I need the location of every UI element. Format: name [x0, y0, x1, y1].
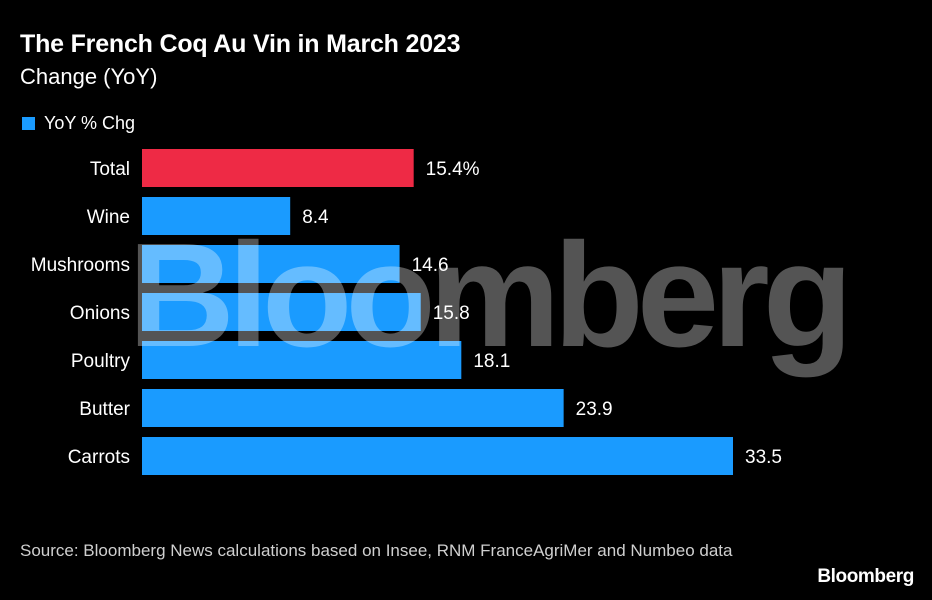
bar-wine	[142, 197, 291, 235]
category-label: Onions	[70, 303, 130, 324]
category-label: Mushrooms	[31, 255, 130, 276]
value-label: 23.9	[576, 399, 613, 420]
source-note: Source: Bloomberg News calculations base…	[20, 541, 733, 560]
bar-total	[142, 149, 414, 187]
value-label: 14.6	[412, 255, 449, 276]
category-label: Butter	[79, 399, 130, 420]
chart-title: The French Coq Au Vin in March 2023	[20, 30, 461, 58]
bar-carrots	[142, 437, 733, 475]
bar-poultry	[142, 341, 462, 379]
legend-swatch	[22, 117, 35, 130]
bar-butter	[142, 389, 564, 427]
value-label: 8.4	[302, 207, 329, 228]
value-label: 15.8	[433, 303, 470, 324]
value-label: 18.1	[473, 351, 510, 372]
value-label: 33.5	[745, 447, 782, 468]
value-label: 15.4%	[426, 159, 480, 180]
legend: YoY % Chg	[22, 113, 135, 134]
category-label: Carrots	[68, 447, 130, 468]
legend-label: YoY % Chg	[44, 113, 136, 133]
bar-mushrooms	[142, 245, 400, 283]
category-label: Poultry	[71, 351, 131, 372]
bar-onions	[142, 293, 421, 331]
brand-logo: Bloomberg	[817, 566, 914, 587]
category-label: Wine	[87, 207, 130, 228]
chart-subtitle: Change (YoY)	[20, 64, 158, 89]
category-label: Total	[90, 159, 130, 180]
